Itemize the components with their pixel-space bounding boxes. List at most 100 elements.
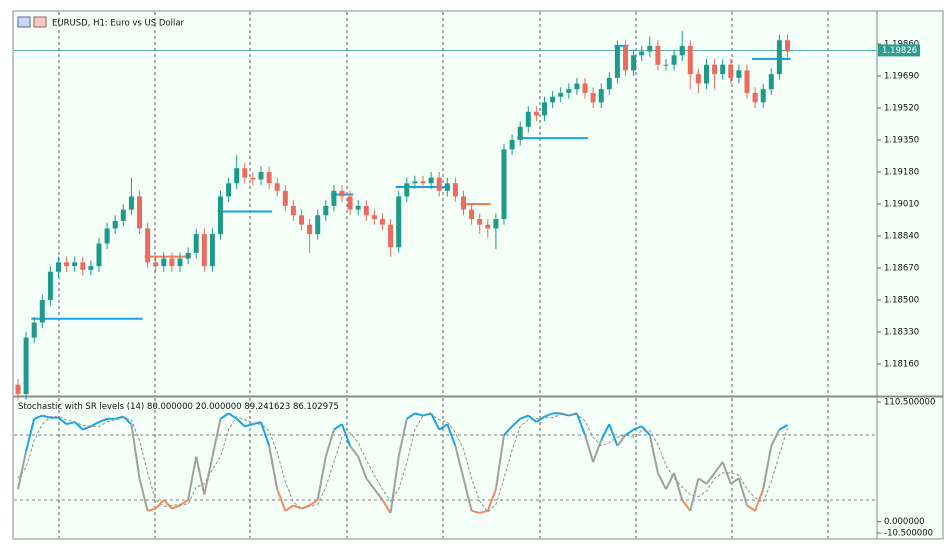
k-segment	[673, 472, 684, 501]
k-segment	[260, 421, 271, 447]
k-segment	[236, 418, 246, 428]
k-segment	[25, 418, 36, 452]
candle-body	[785, 40, 790, 52]
y-tick-label: 1.18330	[884, 327, 919, 337]
candle-body	[274, 183, 280, 191]
k-segment	[114, 415, 124, 420]
candle-body	[145, 228, 151, 263]
k-segment	[381, 499, 392, 514]
k-segment	[268, 445, 279, 490]
k-segment	[608, 423, 619, 447]
candle-body	[436, 177, 442, 191]
candle-body	[720, 64, 726, 75]
candle-body	[112, 220, 118, 229]
k-segment	[33, 414, 43, 420]
candle-body	[299, 215, 304, 225]
candle-body	[250, 177, 256, 180]
candle-body	[574, 83, 580, 90]
candle-body	[509, 139, 515, 150]
k-segment	[527, 414, 538, 423]
candle-body	[161, 258, 167, 267]
candle-body	[695, 74, 701, 84]
candle-body	[104, 228, 110, 244]
candle-body	[590, 92, 596, 103]
k-segment	[203, 456, 214, 495]
k-segment	[648, 434, 659, 474]
candle-body	[461, 196, 466, 210]
candle-body	[639, 51, 645, 56]
k-segment	[681, 499, 692, 512]
current-price-box	[878, 44, 920, 57]
k-segment	[770, 429, 781, 447]
candle-body	[193, 234, 199, 253]
k-segment	[365, 477, 376, 490]
candle-body	[315, 215, 321, 235]
candle-body	[517, 126, 523, 140]
candle-body	[744, 70, 750, 93]
k-segment	[147, 507, 156, 512]
k-segment	[479, 509, 489, 514]
k-segment	[503, 425, 513, 436]
window-icon	[33, 16, 47, 28]
k-segment	[244, 423, 254, 428]
y-tick-label: 1.18160	[884, 359, 919, 369]
k-segment	[138, 478, 149, 512]
y-tick-label: 1.18500	[884, 295, 919, 305]
k-segment	[333, 423, 343, 431]
k-segment	[544, 412, 553, 418]
candle-body	[452, 183, 458, 197]
candle-body	[404, 183, 410, 197]
candle-body	[663, 64, 669, 66]
k-segment	[397, 418, 408, 457]
candle-body	[412, 181, 418, 184]
candle-body	[736, 70, 742, 78]
candle-body	[614, 45, 620, 78]
k-segment	[195, 456, 206, 495]
k-segment	[122, 415, 133, 425]
signal-line	[17, 413, 788, 513]
k-segment	[600, 423, 611, 441]
k-segment	[462, 478, 473, 512]
y-tick-label: 1.19690	[884, 71, 919, 81]
candle-body	[56, 262, 61, 272]
k-segment	[446, 423, 457, 447]
y-tick-label: 0.000000	[884, 517, 925, 527]
candle-body	[420, 181, 426, 184]
candle-body	[380, 219, 385, 225]
candle-body	[558, 92, 564, 97]
candle-body	[582, 83, 588, 93]
candle-body	[282, 190, 288, 206]
k-segment	[389, 456, 400, 514]
k-segment	[17, 451, 28, 490]
k-segment	[42, 414, 51, 419]
y-tick-label: -10.500000	[884, 529, 933, 539]
k-segment	[171, 504, 181, 510]
candle-body	[566, 89, 572, 93]
k-value: 89.241623	[244, 402, 290, 412]
candle-body	[712, 64, 718, 75]
candle-body	[128, 196, 134, 210]
candle-body	[388, 224, 394, 248]
k-segment	[163, 499, 173, 510]
candle-body	[371, 215, 377, 220]
k-segment	[187, 456, 198, 501]
candle-body	[218, 196, 223, 235]
candle-body	[15, 384, 21, 395]
k-segment	[633, 425, 643, 431]
k-segment	[494, 434, 505, 490]
candle-body	[307, 224, 313, 235]
candle-body	[96, 243, 102, 267]
k-segment	[713, 461, 724, 474]
candle-body	[631, 55, 637, 71]
candle-body	[655, 45, 661, 65]
candle-body	[776, 40, 782, 75]
k-segment	[316, 456, 327, 501]
y-tick-label: 1.19520	[884, 103, 919, 113]
candle-body	[355, 205, 361, 210]
sub-title: Stochastic with SR levels (14) 80.000000…	[18, 402, 339, 412]
k-segment	[486, 488, 497, 512]
k-segment	[624, 428, 635, 436]
k-segment	[414, 412, 424, 417]
k-segment	[657, 472, 667, 490]
d-value: 86.102975	[293, 402, 339, 412]
